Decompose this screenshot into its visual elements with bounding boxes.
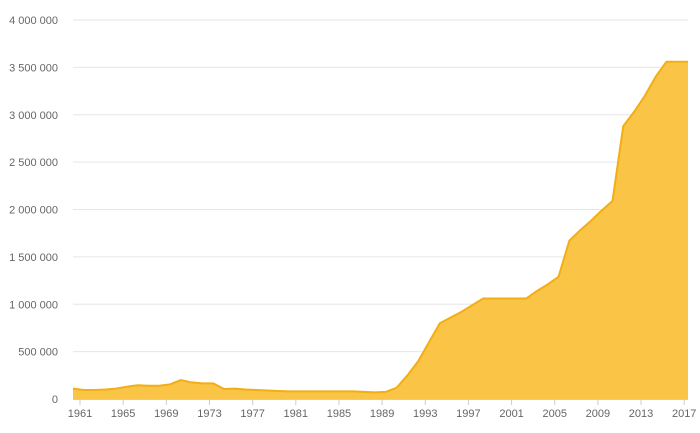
data-point <box>654 75 658 79</box>
data-point <box>254 388 258 392</box>
series-line <box>72 60 688 394</box>
x-tick-label: 1969 <box>154 408 178 420</box>
x-tick-label: 1961 <box>68 408 92 420</box>
data-point <box>589 219 593 223</box>
data-point <box>136 383 140 387</box>
data-point <box>179 378 183 382</box>
x-tick-label: 2005 <box>542 408 566 420</box>
data-point <box>362 390 366 394</box>
data-point <box>503 297 507 301</box>
data-point <box>686 60 690 64</box>
x-tick-label: 1973 <box>197 408 221 420</box>
data-point <box>449 316 453 320</box>
data-point <box>265 388 269 392</box>
data-point <box>233 387 237 391</box>
data-point <box>600 208 604 212</box>
x-tick-label: 2013 <box>629 408 653 420</box>
y-tick-label: 1 000 000 <box>9 299 58 311</box>
data-point <box>308 389 312 393</box>
data-point <box>341 389 345 393</box>
x-tick-label: 1977 <box>240 408 264 420</box>
y-tick-label: 0 <box>52 394 58 406</box>
y-gridlines <box>73 19 688 353</box>
x-tick-label: 2001 <box>499 408 523 420</box>
data-point <box>513 297 517 301</box>
x-tick-label: 1997 <box>456 408 480 420</box>
data-point <box>82 388 86 392</box>
data-point <box>114 387 118 391</box>
data-point <box>157 384 161 388</box>
data-point <box>524 297 528 301</box>
x-tick-label: 1985 <box>327 408 351 420</box>
data-point <box>405 373 409 377</box>
data-point <box>222 387 226 391</box>
data-point <box>459 310 463 314</box>
data-point <box>610 199 614 203</box>
data-point <box>200 381 204 385</box>
y-tick-label: 1 500 000 <box>9 252 58 264</box>
y-tick-label: 500 000 <box>18 347 58 359</box>
data-point <box>632 110 636 114</box>
y-axis-tick-labels: 0 500 000 1 000 000 1 500 000 2 000 000 2 500… <box>9 15 58 406</box>
y-tick-label: 3 000 000 <box>9 110 58 122</box>
data-point <box>373 390 377 394</box>
data-point <box>211 381 215 385</box>
data-point <box>298 389 302 393</box>
x-axis-ticks <box>79 399 685 405</box>
x-axis-tick-labels: 1961 1965 1969 1973 1977 1981 1985 1989 1993 1997… <box>68 408 697 420</box>
x-tick-label: 1989 <box>370 408 394 420</box>
data-point <box>546 282 550 286</box>
data-point <box>470 303 474 307</box>
data-point <box>330 389 334 393</box>
x-tick-label: 1993 <box>413 408 437 420</box>
data-point <box>416 359 420 363</box>
y-tick-label: 2 000 000 <box>9 205 58 217</box>
x-tick-label: 2009 <box>586 408 610 420</box>
data-point <box>352 389 356 393</box>
data-point <box>438 321 442 325</box>
x-tick-label: 1981 <box>284 408 308 420</box>
y-tick-label: 2 500 000 <box>9 157 58 169</box>
data-point <box>664 60 668 64</box>
data-point <box>675 60 679 64</box>
data-point <box>93 388 97 392</box>
data-point <box>621 124 625 128</box>
data-point <box>643 94 647 98</box>
data-point <box>103 388 107 392</box>
y-tick-label: 3 500 000 <box>9 62 58 74</box>
data-point <box>287 389 291 393</box>
x-tick-label: 2017 <box>672 408 696 420</box>
data-point <box>190 380 194 384</box>
series-area <box>71 60 690 399</box>
data-point <box>147 384 151 388</box>
y-tick-label: 4 000 000 <box>9 15 58 27</box>
data-point <box>395 386 399 390</box>
data-point <box>244 388 248 392</box>
data-point <box>168 382 172 386</box>
data-point <box>71 387 75 391</box>
data-point <box>492 297 496 301</box>
area-fill <box>73 61 688 399</box>
x-tick-label: 1965 <box>111 408 135 420</box>
data-point <box>557 275 561 279</box>
data-point <box>535 289 539 293</box>
data-point <box>384 390 388 394</box>
data-point <box>481 297 485 301</box>
data-point <box>427 340 431 344</box>
data-point <box>319 389 323 393</box>
data-point <box>125 385 129 389</box>
data-point <box>276 389 280 393</box>
data-point <box>578 228 582 232</box>
data-point <box>567 239 571 243</box>
